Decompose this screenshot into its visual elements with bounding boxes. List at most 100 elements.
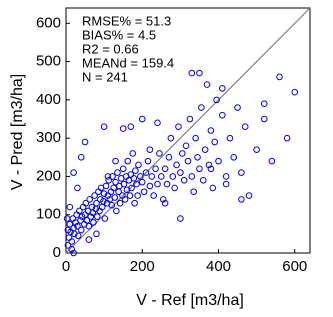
data-point: [222, 180, 230, 188]
data-point: [203, 81, 211, 88]
data-point: [64, 242, 72, 249]
data-point: [188, 173, 196, 180]
data-point: [150, 192, 157, 199]
data-point: [105, 176, 112, 184]
data-point: [165, 153, 173, 161]
data-point: [130, 175, 138, 182]
data-point: [188, 69, 196, 77]
data-point: [68, 238, 76, 245]
data-point: [90, 219, 97, 226]
annotation: BIAS% = 4.5: [82, 27, 156, 42]
data-point: [144, 157, 152, 165]
y-axis-label: V - Pred [m3/ha]: [9, 74, 26, 191]
data-point: [82, 199, 90, 207]
data-point: [87, 213, 95, 220]
data-point: [283, 134, 291, 142]
data-point: [138, 178, 146, 186]
data-point: [215, 157, 222, 165]
data-point: [100, 123, 108, 130]
data-point: [114, 169, 121, 176]
data-point: [222, 173, 230, 180]
data-point: [171, 184, 178, 192]
x-axis-label: V - Ref [m3/ha]: [136, 292, 244, 309]
data-point: [276, 73, 283, 81]
data-point: [70, 249, 77, 257]
data-point: [230, 153, 238, 161]
data-point: [209, 184, 217, 192]
data-point: [86, 196, 93, 203]
data-point: [207, 165, 215, 173]
data-point: [177, 169, 184, 176]
data-point: [68, 245, 76, 253]
data-point: [211, 138, 218, 146]
data-point: [133, 180, 140, 188]
data-point: [104, 173, 112, 180]
data-point: [112, 157, 119, 165]
y-tick-label: 100: [36, 206, 61, 223]
data-point: [207, 127, 215, 134]
annotation: N = 241: [82, 69, 128, 84]
data-point: [161, 199, 169, 207]
data-point: [77, 153, 85, 161]
data-point: [109, 173, 116, 180]
data-point: [241, 123, 249, 130]
x-tick-label: 0: [62, 258, 70, 275]
data-point: [120, 180, 128, 188]
annotation: RMSE% = 51.3: [82, 13, 171, 28]
data-point: [74, 232, 82, 240]
data-point: [219, 85, 226, 92]
annotation: MEANd = 159.4: [82, 55, 174, 70]
data-point: [127, 123, 135, 130]
data-point: [91, 192, 98, 199]
data-point: [154, 180, 161, 188]
data-point: [110, 184, 117, 192]
annotation: R2 = 0.66: [82, 41, 139, 56]
data-point: [101, 215, 109, 222]
data-point: [77, 217, 84, 224]
data-point: [163, 180, 171, 188]
data-point: [167, 134, 175, 142]
data-point: [196, 165, 203, 173]
data-point: [74, 184, 81, 192]
data-point: [100, 198, 107, 205]
data-point: [63, 215, 71, 222]
data-point: [66, 203, 74, 211]
data-point: [111, 194, 119, 201]
data-point: [156, 150, 163, 157]
y-tick-label: 600: [36, 14, 61, 31]
data-point: [70, 169, 77, 176]
data-point: [119, 125, 127, 132]
data-point: [245, 192, 253, 199]
data-point: [260, 115, 268, 123]
data-point: [113, 207, 120, 215]
data-point: [154, 119, 161, 127]
data-point: [131, 199, 138, 207]
data-point: [124, 157, 132, 165]
data-point: [77, 226, 85, 234]
data-point: [260, 100, 268, 108]
data-point: [126, 192, 134, 199]
data-point: [190, 188, 198, 196]
x-tick-label: 600: [282, 258, 307, 275]
data-point: [198, 104, 205, 111]
data-point: [178, 150, 186, 157]
data-point: [238, 196, 245, 203]
data-point: [219, 111, 226, 119]
data-point: [253, 146, 260, 153]
data-point: [85, 236, 93, 243]
data-point: [135, 161, 142, 169]
data-point: [291, 88, 299, 96]
data-point: [134, 192, 141, 199]
data-point: [121, 196, 129, 203]
data-point: [192, 134, 199, 142]
identity-line: [65, 7, 311, 254]
data-point: [146, 182, 154, 190]
data-point: [182, 142, 190, 150]
y-tick-label: 0: [53, 244, 61, 261]
data-point: [142, 169, 150, 176]
data-point: [81, 138, 89, 146]
data-point: [159, 196, 167, 203]
data-point: [100, 190, 108, 197]
data-point: [128, 184, 135, 192]
data-point: [138, 115, 146, 123]
